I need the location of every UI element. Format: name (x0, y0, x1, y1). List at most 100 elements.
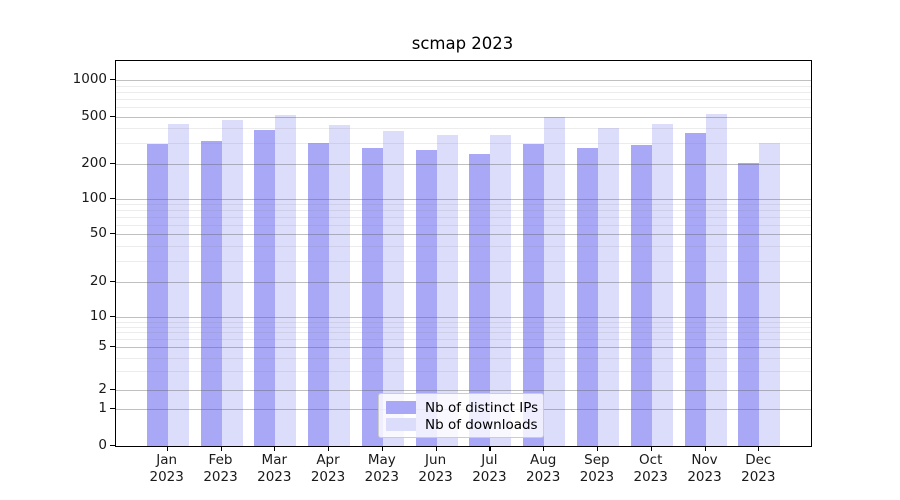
x-tick-mark (596, 446, 599, 451)
x-tick-mark (704, 446, 706, 451)
bar-distinct-ips (200, 140, 222, 446)
x-tick-year: 2023 (687, 469, 722, 485)
x-tick-mark (381, 446, 383, 451)
y-tick-mark (110, 445, 115, 447)
x-tick-mark (328, 446, 330, 451)
x-tick-month: Aug (530, 452, 557, 468)
bar-distinct-ips (684, 132, 706, 446)
x-tick-month: Jan (156, 452, 178, 468)
x-tick-month: Feb (208, 452, 233, 468)
bar-downloads (221, 120, 243, 446)
bar-distinct-ips (361, 148, 383, 446)
gridline-major (116, 390, 811, 391)
legend-label: Nb of distinct IPs (425, 399, 539, 416)
gridline-minor (116, 128, 811, 130)
gridline-minor (116, 339, 811, 341)
x-tick-year: 2023 (741, 469, 776, 485)
x-tick-label: Apr 2023 (298, 452, 358, 486)
gridline-minor (116, 332, 811, 334)
x-tick-month: Nov (691, 452, 718, 468)
gridline-major (116, 199, 811, 200)
bar-downloads (275, 115, 297, 446)
y-tick-label: 10 (89, 308, 107, 324)
gridline-minor (116, 91, 811, 93)
x-tick-year: 2023 (310, 469, 346, 485)
y-tick-mark (110, 79, 115, 81)
gridline-minor (116, 85, 811, 87)
x-tick-label: Aug 2023 (513, 452, 573, 486)
x-tick-mark (166, 446, 168, 451)
y-tick-mark (110, 116, 115, 118)
bar-downloads (597, 128, 619, 446)
gridline-minor (116, 99, 811, 100)
gridline-minor (116, 371, 811, 372)
x-tick-mark (758, 446, 760, 451)
chart-title: scmap 2023 (411, 34, 514, 53)
legend-swatch-distinct-ips (386, 401, 416, 414)
y-tick-label: 2 (98, 381, 107, 397)
y-tick-label: 100 (81, 190, 107, 206)
plot-area (115, 60, 812, 447)
bar-distinct-ips (738, 162, 760, 446)
x-tick-mark (435, 446, 437, 451)
bar-downloads (436, 135, 458, 446)
x-tick-year: 2023 (418, 469, 453, 485)
gridline-minor (116, 143, 811, 145)
y-tick-label: 20 (89, 273, 107, 289)
y-tick-mark (110, 281, 115, 283)
gridline-minor (116, 204, 811, 206)
gridline-minor (116, 217, 811, 218)
y-tick-label: 50 (89, 225, 107, 241)
x-tick-year: 2023 (526, 469, 561, 485)
y-tick-mark (110, 389, 115, 391)
x-tick-year: 2023 (472, 469, 507, 485)
x-tick-year: 2023 (257, 469, 292, 485)
x-tick-year: 2023 (633, 469, 668, 485)
x-tick-mark (543, 446, 545, 451)
y-tick-label: 1 (98, 400, 107, 416)
x-tick-mark (650, 446, 652, 451)
bar-distinct-ips (415, 149, 437, 446)
bar-downloads (490, 135, 512, 446)
bar-distinct-ips (308, 143, 329, 446)
bar-distinct-ips (630, 145, 652, 446)
gridline-major (116, 117, 811, 118)
bar-distinct-ips (523, 143, 545, 446)
gridline-minor (116, 224, 811, 226)
gridline-major (116, 80, 811, 81)
y-tick-label: 1000 (72, 71, 107, 87)
y-tick-mark (110, 163, 115, 165)
gridline-minor (116, 260, 811, 262)
y-tick-label: 200 (81, 155, 107, 171)
gridline-minor (116, 107, 811, 109)
x-tick-label: Nov 2023 (675, 452, 735, 486)
bar-distinct-ips (146, 144, 168, 446)
x-tick-label: Jan 2023 (137, 452, 197, 486)
x-tick-year: 2023 (149, 469, 184, 485)
x-tick-label: Oct 2023 (621, 452, 681, 486)
gridline-minor (116, 326, 811, 328)
x-tick-mark (220, 446, 222, 451)
x-tick-mark (274, 446, 276, 451)
gridline-major (116, 164, 811, 165)
gridline-minor (116, 357, 811, 359)
x-tick-year: 2023 (203, 469, 238, 485)
y-tick-mark (110, 233, 115, 235)
x-tick-label: Jul 2023 (459, 452, 519, 486)
x-tick-label: May 2023 (352, 452, 412, 486)
x-tick-month: Dec (745, 452, 772, 468)
x-tick-month: Jun (425, 452, 447, 468)
legend-label: Nb of downloads (425, 416, 538, 433)
x-tick-label: Mar 2023 (244, 452, 304, 486)
x-tick-label: Dec 2023 (728, 452, 788, 486)
gridline-major (116, 234, 811, 235)
x-tick-month: Jul (481, 452, 498, 468)
gridline-major (116, 282, 811, 283)
bar-downloads (167, 123, 189, 446)
x-tick-month: Oct (639, 452, 663, 468)
x-tick-month: Apr (316, 452, 340, 468)
bar-distinct-ips (469, 154, 491, 446)
y-tick-mark (110, 316, 115, 318)
x-tick-month: Mar (261, 452, 288, 468)
